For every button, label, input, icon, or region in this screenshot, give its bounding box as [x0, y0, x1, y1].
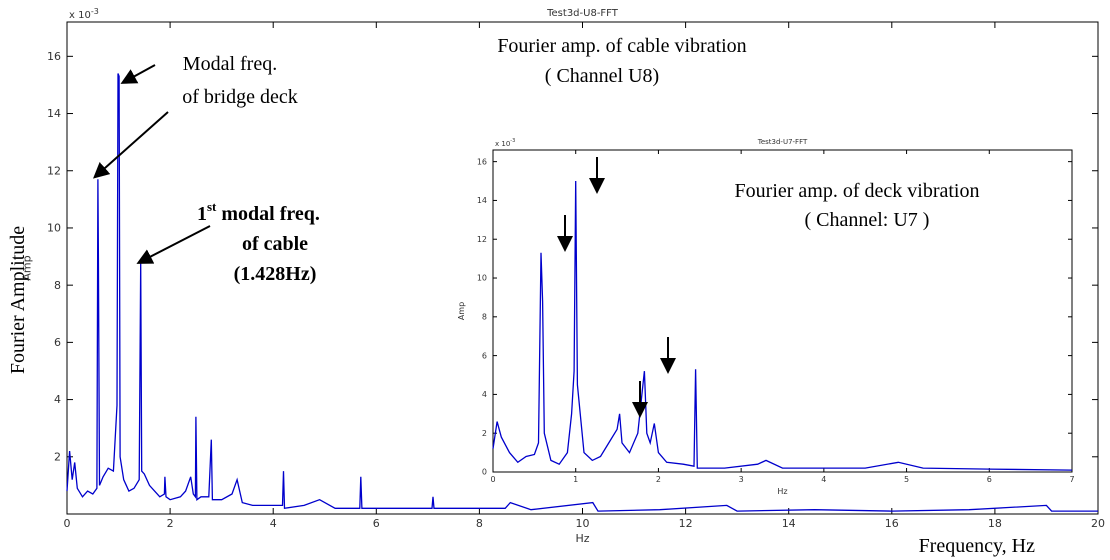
- y-tick-label: 4: [54, 393, 61, 406]
- annotation: ( Channel U8): [545, 65, 659, 87]
- inset-plot: 0 1 2 3 4 5 6 70246810121416Test3d-U7-FFTHzAmpx…: [457, 138, 1074, 496]
- y-axis-label: Amp: [457, 302, 466, 320]
- x-tick-label: 6: [373, 517, 380, 530]
- y-tick-label: 12: [477, 235, 487, 244]
- axis-multiplier: x 10: [495, 140, 510, 148]
- y-tick-label: 14: [47, 107, 61, 120]
- y-tick-label: 14: [477, 196, 487, 205]
- annotations: Fourier Amplitude Frequency, Hz Fourier …: [7, 35, 1035, 557]
- annotation: Fourier amp. of cable vibration: [497, 35, 746, 57]
- spectrum-line: [66, 73, 1098, 512]
- axis-multiplier-exponent: -3: [510, 138, 515, 144]
- y-tick-label: 12: [47, 164, 61, 177]
- y-tick-label: 6: [482, 351, 487, 360]
- x-tick-label: 2: [656, 475, 661, 484]
- y-tick-label: 10: [477, 274, 487, 283]
- y-axis-label: Amp: [20, 255, 33, 280]
- x-tick-label: 5: [904, 475, 909, 484]
- x-tick-label: 10: [576, 517, 590, 530]
- arrow: [93, 111, 169, 179]
- x-tick-label: 14: [782, 517, 796, 530]
- y-tick-label: 2: [54, 450, 61, 463]
- annotation: Modal freq.: [183, 53, 277, 75]
- plot-area: [492, 149, 1073, 473]
- x-tick-label: 4: [821, 475, 826, 484]
- y-tick-label: 4: [482, 390, 487, 399]
- x-tick-label: 2: [167, 517, 174, 530]
- x-tick-label: 12: [679, 517, 693, 530]
- y-tick-label: 0: [482, 468, 487, 477]
- arrow: [120, 64, 156, 84]
- x-tick-label: 20: [1091, 517, 1105, 530]
- plot-title: Test3d-U7-FFT: [757, 138, 808, 146]
- y-tick-label: 16: [477, 157, 487, 166]
- annotation: of cable: [242, 233, 308, 255]
- x-tick-label: 16: [885, 517, 899, 530]
- y-tick-label: 10: [47, 222, 61, 235]
- x-axis-label: Hz: [575, 532, 589, 545]
- annotation: Fourier amp. of deck vibration: [735, 180, 980, 202]
- x-tick-label: 3: [739, 475, 744, 484]
- axis-multiplier: x 10-3: [495, 138, 515, 148]
- outer-y-label: Fourier Amplitude: [7, 226, 29, 374]
- y-tick-label: 2: [482, 429, 487, 438]
- annotation: 1: [197, 203, 207, 225]
- axis-multiplier: x 10-3: [69, 7, 99, 21]
- annotation: (1.428Hz): [234, 263, 317, 285]
- y-tick-label: 16: [47, 50, 61, 63]
- annotation: st: [207, 199, 217, 214]
- x-tick-label: 7: [1069, 475, 1074, 484]
- plot-title: Test3d-U8-FFT: [546, 8, 619, 19]
- x-tick-label: 8: [476, 517, 483, 530]
- annotation: 1st modal freq.: [197, 199, 320, 225]
- x-tick-label: 18: [988, 517, 1002, 530]
- axis-multiplier-exponent: -3: [91, 7, 99, 16]
- annotation: ( Channel: U7 ): [805, 209, 930, 231]
- axis-multiplier: x 10: [69, 10, 91, 21]
- x-tick-label: 0: [64, 517, 71, 530]
- y-tick-label: 8: [54, 279, 61, 292]
- y-tick-label: 8: [482, 312, 487, 321]
- x-axis-label: Hz: [777, 487, 787, 496]
- x-tick-label: 0: [490, 475, 495, 484]
- x-tick-label: 1: [573, 475, 578, 484]
- x-tick-label: 6: [987, 475, 992, 484]
- annotation: modal freq.: [221, 203, 320, 225]
- arrow: [136, 225, 211, 264]
- x-tick-label: 4: [270, 517, 277, 530]
- outer-x-label: Frequency, Hz: [919, 535, 1036, 557]
- annotation: of bridge deck: [182, 86, 298, 108]
- y-tick-label: 6: [54, 336, 61, 349]
- spectrum-line: [492, 180, 1073, 471]
